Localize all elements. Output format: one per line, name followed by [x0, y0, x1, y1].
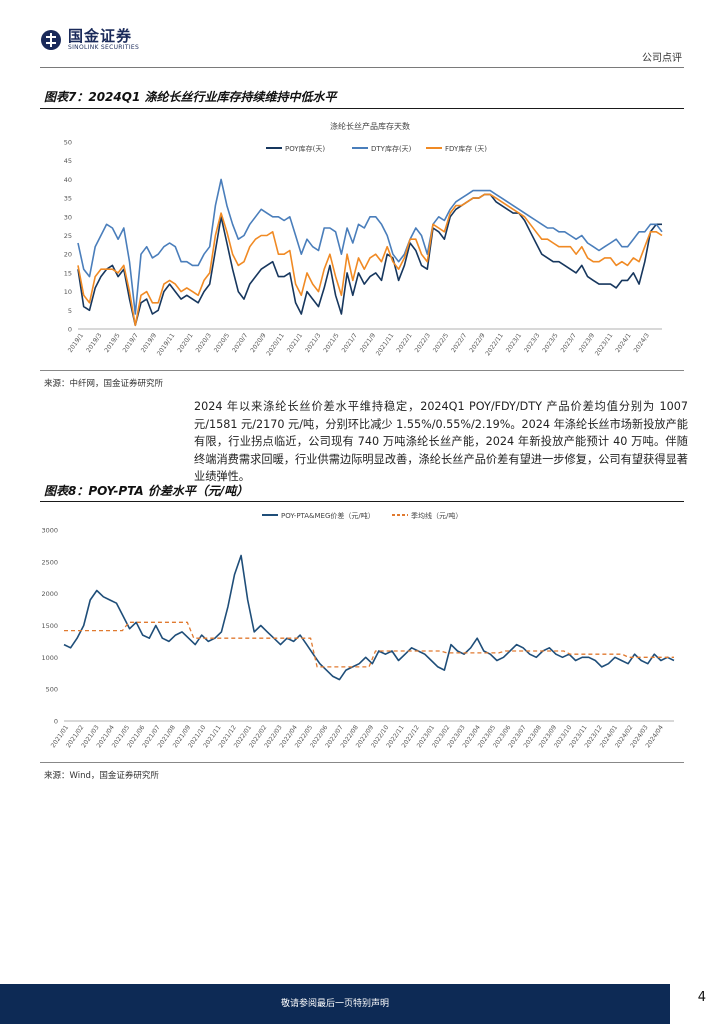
x-tick-label: 2022/11	[484, 332, 505, 357]
brand-logo: 国金证券 SINOLINK SECURITIES	[40, 28, 139, 52]
y-tick-label: 25	[64, 232, 72, 240]
x-tick-label: 2024/1	[614, 332, 632, 354]
y-tick-label: 30	[64, 213, 72, 221]
x-tick-label: 2023/3	[523, 332, 541, 354]
document-type: 公司点评	[642, 53, 682, 64]
series-line-0	[77, 193, 662, 327]
x-tick-label: 2022/3	[414, 332, 432, 354]
y-tick-label: 35	[64, 195, 72, 203]
chart-title: 涤纶长丝产品库存天数	[330, 121, 410, 131]
poy-pta-spread-chart: POY-PTA&MEG价差（元/吨） 季均线（元/吨） 0 500 1000 1500 20…	[41, 511, 675, 749]
x-tick-label: 2020/11	[265, 332, 286, 357]
x-tick-label: 2022/1	[395, 332, 413, 354]
figure7-title: 图表7：2024Q1 涤纶长丝行业库存持续维持中低水平	[44, 90, 337, 104]
x-tick-label: 2021/5	[322, 332, 340, 354]
y-tick-label: 10	[64, 288, 72, 296]
series-line-2	[77, 193, 663, 327]
series-line-1	[77, 178, 663, 315]
y-tick-label: 40	[64, 176, 72, 184]
footer-bar	[0, 984, 670, 1024]
y-tick-label: 3000	[41, 527, 58, 535]
x-tick-label: 2023/5	[541, 332, 559, 354]
x-tick-label: 2021/11	[375, 332, 396, 357]
legend-label: POY库存(天)	[285, 144, 325, 153]
y-tick-label: 2500	[41, 558, 58, 566]
x-tick-label: 2019/5	[103, 332, 121, 354]
y-tick-label: 1000	[41, 654, 58, 662]
series-line-1	[64, 621, 674, 668]
x-tick-label: 2019/1	[67, 332, 85, 354]
logo-name-cn: 国金证券	[68, 27, 133, 45]
x-tick-label: 2021/1	[286, 332, 304, 354]
y-tick-label: 2000	[41, 590, 58, 598]
x-tick-label: 2022/5	[432, 332, 450, 354]
x-tick-label: 2019/3	[85, 332, 103, 354]
x-tick-label: 2020/1	[176, 332, 194, 354]
figure7-bottom-rule	[40, 370, 684, 371]
x-tick-label: 2024/3	[633, 332, 651, 354]
x-tick-label: 2019/7	[122, 332, 140, 354]
figure8-bottom-rule	[40, 762, 684, 763]
x-tick-label: 2020/7	[231, 332, 249, 354]
footer-disclaimer: 敬请参阅最后一页特别声明	[280, 999, 389, 1009]
y-tick-label: 1500	[41, 622, 58, 630]
figure8-title: 图表8：POY-PTA 价差水平（元/吨）	[44, 484, 249, 498]
x-tick-label: 2021/3	[304, 332, 322, 354]
x-tick-label: 2023/9	[578, 332, 596, 354]
logo-name-en: SINOLINK SECURITIES	[68, 44, 140, 51]
figure8-top-rule	[40, 501, 684, 502]
y-tick-label: 20	[64, 251, 72, 259]
y-tick-label: 15	[64, 269, 72, 277]
figure7-source: 来源：中纤网，国金证券研究所	[44, 379, 164, 389]
x-tick-label: 2019/11	[156, 332, 177, 357]
y-tick-label: 50	[64, 139, 72, 147]
legend-label: 季均线（元/吨）	[411, 511, 462, 520]
x-tick-label: 2022/7	[450, 332, 468, 354]
x-tick-label: 2023/1	[505, 332, 523, 354]
legend-label: FDY库存 (天)	[445, 144, 487, 153]
y-tick-label: 500	[46, 686, 58, 694]
x-tick-label: 2020/5	[213, 332, 231, 354]
legend-label: POY-PTA&MEG价差（元/吨）	[281, 511, 375, 520]
x-tick-label: 2023/7	[560, 332, 578, 354]
y-tick-label: 0	[68, 326, 72, 334]
x-tick-label: 2021/7	[341, 332, 359, 354]
inventory-days-chart: 涤纶长丝产品库存天数 POY库存(天) DTY库存(天) FDY库存 (天) 0 5 10 1…	[64, 121, 663, 357]
company-logo-icon	[41, 30, 61, 50]
x-tick-label: 2019/9	[140, 332, 158, 354]
figure7-top-rule	[40, 108, 684, 109]
page-number: 4	[697, 990, 706, 1005]
x-tick-label: 2022/9	[468, 332, 486, 354]
analysis-paragraph: 2024 年以来涤纶长丝价差水平维持稳定，2024Q1 POY/FDY/DTY …	[194, 400, 688, 483]
figure8-source: 来源：Wind，国金证券研究所	[44, 771, 159, 781]
y-tick-label: 5	[68, 307, 72, 315]
legend-label: DTY库存(天)	[371, 144, 412, 153]
x-tick-label: 2023/11	[594, 332, 615, 357]
y-tick-label: 0	[54, 718, 58, 726]
header-divider	[40, 67, 684, 68]
x-tick-label: 2021/9	[359, 332, 377, 354]
y-tick-label: 45	[64, 157, 72, 165]
series-line-0	[63, 554, 675, 681]
x-tick-label: 2020/9	[249, 332, 267, 354]
x-tick-label: 2020/3	[195, 332, 213, 354]
